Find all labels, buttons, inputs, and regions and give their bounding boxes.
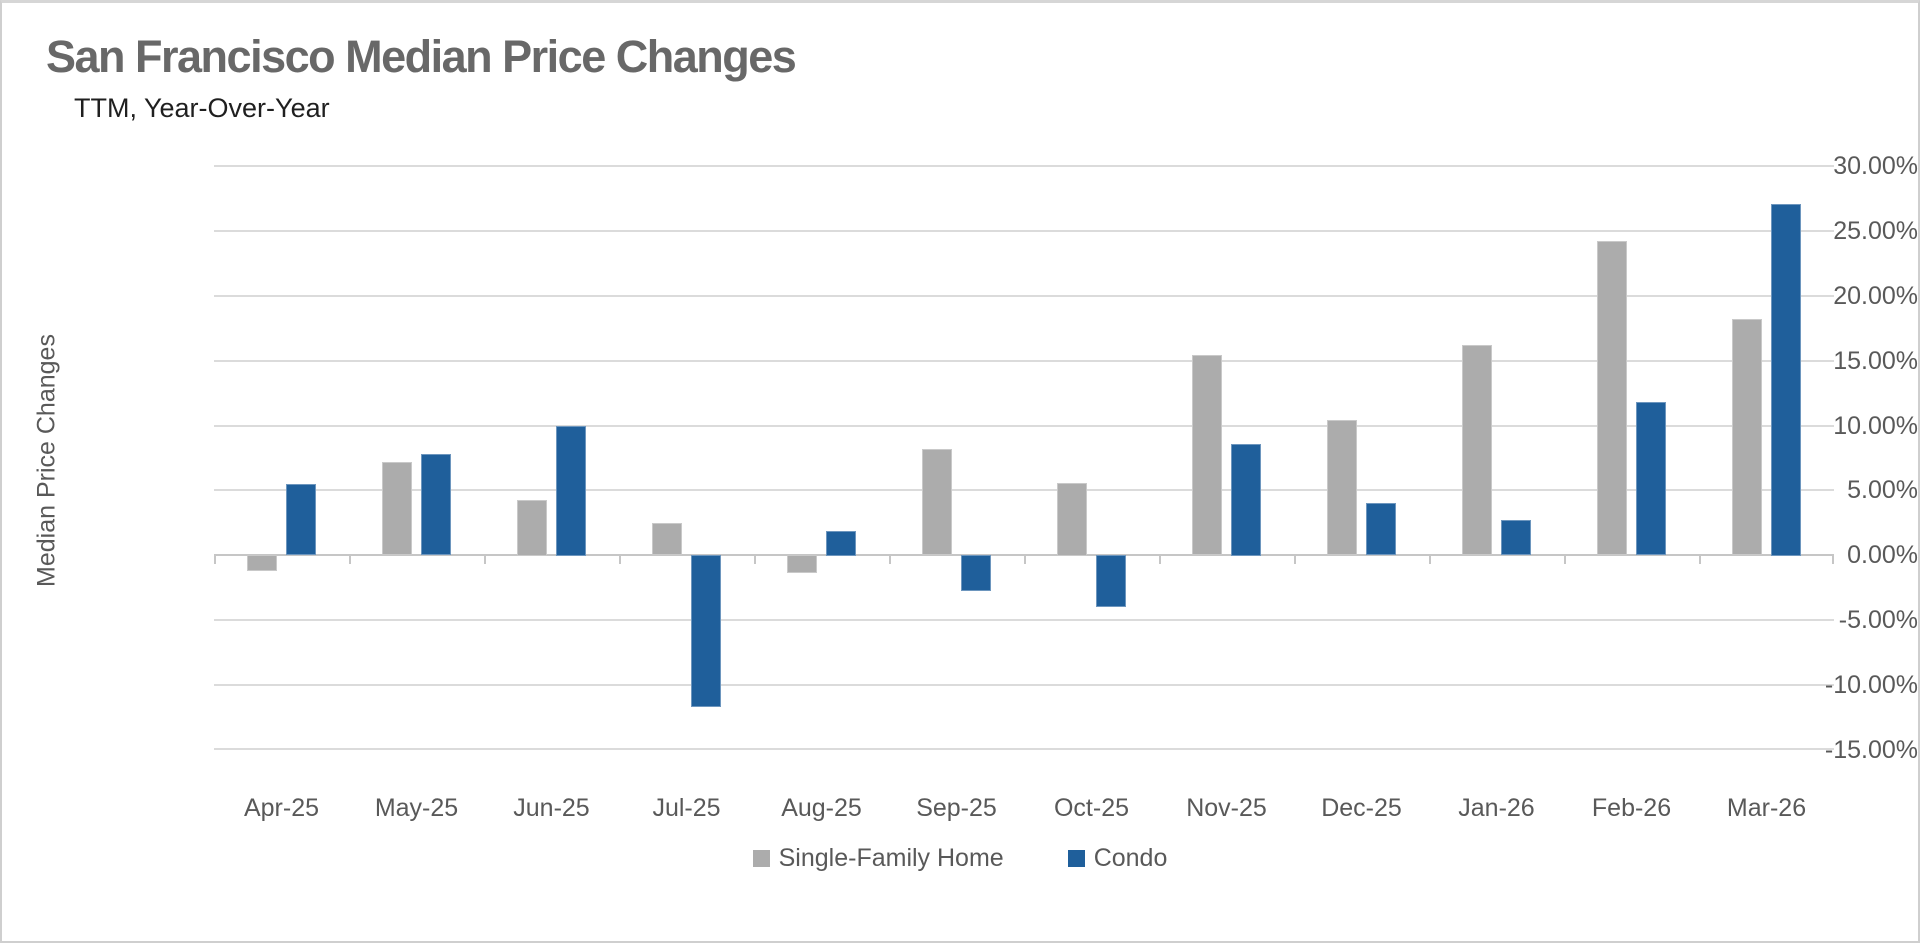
x-tick-label: Oct-25 [1053, 794, 1130, 822]
legend-label-condo: Condo [1093, 844, 1168, 872]
x-tick-label: Dec-25 [1321, 794, 1402, 822]
bar-single-family-home-sep-25 [922, 449, 952, 555]
axis-tick [1429, 556, 1431, 564]
axis-tick [619, 556, 621, 564]
zero-axis-line [214, 554, 1834, 556]
bar-single-family-home-jun-25 [517, 500, 547, 556]
x-tick-label: Sep-25 [916, 794, 997, 822]
bar-condo-nov-25 [1231, 444, 1261, 556]
axis-tick [1564, 556, 1566, 564]
bar-condo-feb-26 [1636, 402, 1666, 555]
axis-tick [889, 556, 891, 564]
bar-condo-dec-25 [1366, 503, 1396, 555]
y-tick-label: -10.00% [1824, 671, 1918, 699]
bar-single-family-home-jul-25 [652, 523, 682, 555]
axis-tick [1832, 556, 1834, 564]
gridline [214, 619, 1834, 621]
axis-tick [214, 556, 216, 564]
gridline [214, 748, 1834, 750]
bar-condo-jun-25 [556, 426, 586, 556]
bar-condo-oct-25 [1096, 555, 1126, 607]
x-tick-label: Apr-25 [243, 794, 320, 822]
y-tick-label: 30.00% [1833, 152, 1918, 180]
axis-tick [1699, 556, 1701, 564]
chart-title: San Francisco Median Price Changes [46, 31, 797, 82]
gridline [214, 165, 1834, 167]
bar-single-family-home-aug-25 [787, 555, 817, 573]
y-tick-label: 25.00% [1833, 217, 1918, 245]
bar-single-family-home-mar-26 [1732, 319, 1762, 555]
y-tick-label: -5.00% [1838, 606, 1918, 634]
x-tick-label: Nov-25 [1186, 794, 1267, 822]
axis-tick [1294, 556, 1296, 564]
y-axis-title: Median Price Changes [32, 334, 61, 587]
x-tick-label: Jan-26 [1458, 794, 1535, 822]
bar-condo-sep-25 [961, 555, 991, 591]
legend-swatch-single-family-home-icon [752, 850, 770, 867]
gridline [214, 425, 1834, 427]
bar-condo-aug-25 [826, 531, 856, 556]
axis-tick [1024, 556, 1026, 564]
y-tick-label: 0.00% [1847, 541, 1918, 569]
x-tick-label: Aug-25 [781, 794, 862, 822]
y-tick-label: 10.00% [1833, 412, 1918, 440]
legend-label-single-family-home: Single-Family Home [778, 844, 1004, 872]
y-tick-label: 15.00% [1833, 347, 1918, 375]
bar-single-family-home-oct-25 [1057, 483, 1087, 556]
bar-single-family-home-apr-25 [247, 555, 277, 571]
x-tick-label: Feb-26 [1591, 794, 1672, 822]
x-tick-label: May-25 [374, 794, 459, 822]
chart-subtitle: TTM, Year-Over-Year [74, 93, 330, 123]
y-tick-label: 20.00% [1833, 282, 1918, 310]
bar-single-family-home-jan-26 [1462, 345, 1492, 555]
plot-area [214, 165, 1834, 750]
y-tick-label: 5.00% [1847, 476, 1918, 504]
bar-condo-may-25 [421, 454, 451, 555]
gridline [214, 295, 1834, 297]
axis-tick [484, 556, 486, 564]
bar-single-family-home-dec-25 [1327, 420, 1357, 555]
bar-condo-jan-26 [1501, 520, 1531, 555]
legend-item-condo: Condo [1067, 844, 1168, 873]
bar-single-family-home-nov-25 [1192, 355, 1222, 555]
x-tick-label: Jul-25 [652, 794, 721, 822]
bar-condo-mar-26 [1771, 204, 1801, 556]
gridline [214, 360, 1834, 362]
x-tick-label: Jun-25 [513, 794, 590, 822]
axis-tick [754, 556, 756, 564]
bar-single-family-home-may-25 [382, 462, 412, 555]
x-tick-label: Mar-26 [1726, 794, 1807, 822]
legend-item-single-family-home: Single-Family Home [752, 844, 1004, 873]
axis-tick [1159, 556, 1161, 564]
legend-swatch-condo-icon [1067, 850, 1085, 867]
y-tick-label: -15.00% [1824, 736, 1918, 764]
axis-tick [349, 556, 351, 564]
gridline [214, 684, 1834, 686]
bar-condo-apr-25 [286, 484, 316, 555]
gridline [214, 230, 1834, 232]
bar-single-family-home-feb-26 [1597, 241, 1627, 555]
legend: Single-Family Home Condo [2, 844, 1918, 873]
gridline [214, 489, 1834, 491]
bar-condo-jul-25 [691, 555, 721, 707]
